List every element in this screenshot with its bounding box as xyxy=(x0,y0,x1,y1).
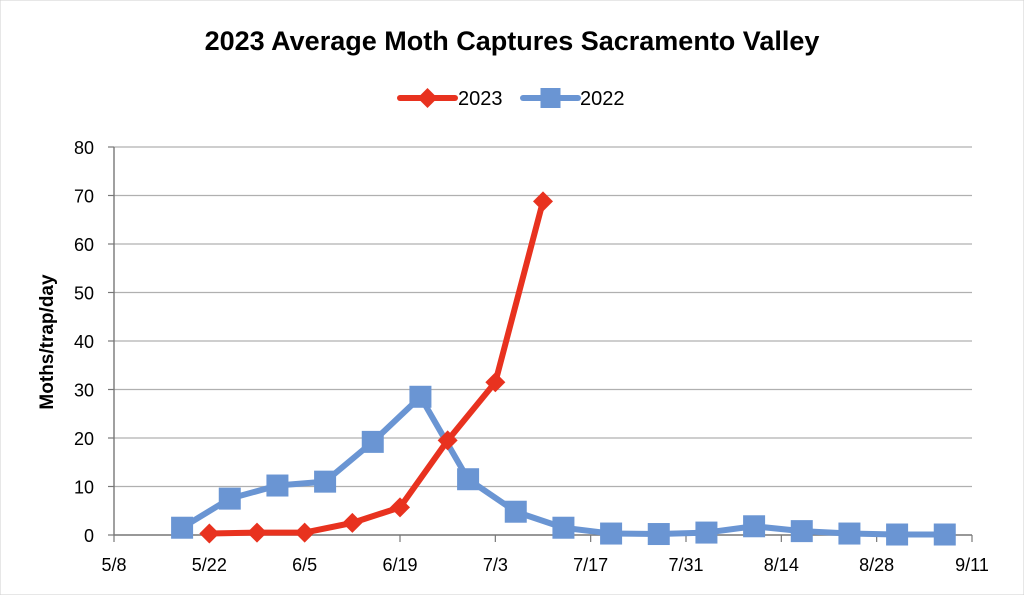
x-tick-label-7-3: 7/3 xyxy=(483,555,508,575)
y-tick-label-20: 20 xyxy=(74,429,94,449)
tick-labels: 0 10 20 30 40 50 60 70 80 5/8 5/22 6/5 6/19 7/3 7/17 7/… xyxy=(74,138,989,575)
series-2023-point-2 xyxy=(294,522,315,543)
series-2022-point-16 xyxy=(933,523,956,546)
series-2023-point-0 xyxy=(199,523,220,544)
x-tick-label-6-19: 6/19 xyxy=(382,555,417,575)
series-2023-point-7 xyxy=(533,191,553,212)
y-tick-label-70: 70 xyxy=(74,187,94,207)
y-tick-label-30: 30 xyxy=(74,381,94,401)
series-2023-point-1 xyxy=(247,522,267,543)
series-2022-point-4 xyxy=(361,430,384,453)
x-tick-label-9-11: 9/11 xyxy=(955,555,989,575)
y-tick-label-80: 80 xyxy=(74,138,94,158)
series-2022 xyxy=(171,385,956,546)
series-2022-point-15 xyxy=(886,523,909,546)
x-tick-label-6-5: 6/5 xyxy=(292,555,317,575)
series-2022-point-6 xyxy=(457,468,480,491)
series-2023 xyxy=(199,191,553,544)
x-tick-label-8-28: 8/28 xyxy=(859,555,894,575)
series-group xyxy=(171,191,956,546)
series-2022-point-7 xyxy=(504,500,527,523)
y-tick-label-50: 50 xyxy=(74,284,94,304)
gridlines xyxy=(114,146,972,488)
series-2023-point-3 xyxy=(342,512,363,533)
series-2022-point-1 xyxy=(218,487,241,510)
legend-2022-marker xyxy=(540,88,561,108)
y-axis-label: Moths/trap/day xyxy=(37,274,58,410)
legend-2023-label: 2023 xyxy=(458,88,503,110)
y-tick-label-40: 40 xyxy=(74,332,94,352)
series-2022-point-0 xyxy=(171,516,194,539)
series-2022-point-10 xyxy=(647,523,670,546)
series-2022-point-5 xyxy=(409,385,432,408)
x-tick-label-5-8: 5/8 xyxy=(101,555,126,575)
series-2022-point-13 xyxy=(790,520,813,543)
series-2022-point-2 xyxy=(266,474,289,497)
y-tick-label-60: 60 xyxy=(74,235,94,255)
chart-title: 2023 Average Moth Captures Sacramento Va… xyxy=(205,26,820,56)
series-2023-point-4 xyxy=(390,497,410,518)
x-tick-label-7-31: 7/31 xyxy=(668,555,703,575)
series-2023-point-5 xyxy=(437,430,458,451)
series-2022-point-9 xyxy=(600,522,623,545)
y-tick-label-0: 0 xyxy=(84,526,94,546)
legend-2023-marker xyxy=(417,88,438,108)
series-2022-point-3 xyxy=(314,470,337,493)
x-tick-label-5-22: 5/22 xyxy=(192,555,227,575)
series-2022-point-12 xyxy=(743,515,766,538)
x-tick-label-8-14: 8/14 xyxy=(764,555,799,575)
series-2022-point-8 xyxy=(552,516,575,539)
legend-2022-label: 2022 xyxy=(580,88,625,110)
series-2022-point-14 xyxy=(838,522,861,545)
series-2022-point-11 xyxy=(695,521,718,544)
series-2023-point-6 xyxy=(485,372,506,393)
y-tick-label-10: 10 xyxy=(74,478,94,498)
legend: 2023 2022 xyxy=(397,88,625,110)
x-tick-label-7-17: 7/17 xyxy=(573,555,608,575)
